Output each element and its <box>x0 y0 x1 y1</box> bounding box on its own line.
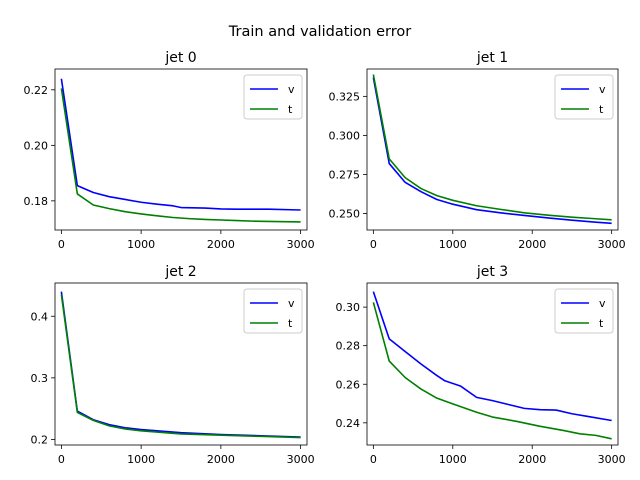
axes-frame <box>366 282 619 446</box>
y-tick-label: 0.4 <box>31 310 49 323</box>
legend: vt <box>554 74 614 120</box>
x-tick-label: 0 <box>58 453 65 466</box>
subplot-3: jet 3 0 1000 2000 3000 0.24 0.26 0.28 0.30 vt <box>336 264 626 466</box>
series-line-t <box>60 88 301 223</box>
y-tick-label: 0.3 <box>31 372 49 385</box>
subplot-title: jet 1 <box>476 50 508 66</box>
x-tick-label: 0 <box>370 453 377 466</box>
legend-label-t: t <box>599 317 604 330</box>
legend-box <box>243 74 303 120</box>
y-tick-label: 0.28 <box>336 340 361 353</box>
series-line-t <box>60 294 301 439</box>
y-tick-label: 0.24 <box>336 417 361 430</box>
x-tick-label: 1000 <box>439 453 467 466</box>
subplot-title: jet 2 <box>164 264 196 280</box>
x-tick-label: 3000 <box>287 238 315 251</box>
y-tick-label: 0.325 <box>329 90 361 103</box>
y-tick-label: 0.275 <box>329 169 361 182</box>
series-line-t <box>372 74 612 221</box>
legend-box <box>554 288 614 334</box>
y-tick-label: 0.20 <box>24 139 49 152</box>
y-tick-label: 0.26 <box>336 378 361 391</box>
series-line-v <box>372 77 612 225</box>
axes-frame <box>54 282 308 446</box>
legend-box <box>243 288 303 334</box>
x-tick-label: 2000 <box>207 238 235 251</box>
legend-label-v: v <box>288 297 295 310</box>
x-tick-label: 0 <box>370 238 377 251</box>
legend-label-t: t <box>288 103 293 116</box>
subplot-1: jet 1 0 1000 2000 3000 0.250 0.275 0.300 0.325 vt <box>329 50 626 251</box>
x-tick-label: 0 <box>58 238 65 251</box>
series-line-t <box>372 302 612 440</box>
x-tick-label: 2000 <box>207 453 235 466</box>
x-tick-label: 3000 <box>598 238 626 251</box>
legend: vt <box>243 74 303 120</box>
x-tick-label: 1000 <box>127 238 155 251</box>
axes-frame <box>54 68 308 231</box>
legend-label-t: t <box>599 103 604 116</box>
legend-label-t: t <box>288 317 293 330</box>
y-tick-label: 0.18 <box>24 195 49 208</box>
y-tick-label: 0.300 <box>329 129 361 142</box>
legend-label-v: v <box>599 83 606 96</box>
figure-suptitle: Train and validation error <box>228 24 411 40</box>
subplot-title: jet 0 <box>164 50 196 66</box>
x-tick-label: 2000 <box>518 238 546 251</box>
y-tick-label: 0.250 <box>329 208 361 221</box>
legend: vt <box>554 288 614 334</box>
legend: vt <box>243 288 303 334</box>
series-line-v <box>372 291 612 422</box>
legend-box <box>554 74 614 120</box>
x-tick-label: 1000 <box>127 453 155 466</box>
x-tick-label: 2000 <box>518 453 546 466</box>
x-tick-label: 3000 <box>598 453 626 466</box>
x-tick-label: 1000 <box>439 238 467 251</box>
x-tick-label: 3000 <box>287 453 315 466</box>
subplot-2: jet 2 0 1000 2000 3000 0.2 0.3 0.4 vt <box>31 264 315 466</box>
y-tick-label: 0.2 <box>31 433 49 446</box>
legend-label-v: v <box>288 83 295 96</box>
y-tick-label: 0.30 <box>336 301 361 314</box>
y-tick-label: 0.22 <box>24 84 49 97</box>
series-line-v <box>60 78 301 211</box>
subplot-0: jet 0 0 1000 2000 3000 0.18 0.20 0.22 vt <box>24 50 315 251</box>
subplot-title: jet 3 <box>476 264 508 280</box>
legend-label-v: v <box>599 297 606 310</box>
axes-frame <box>366 68 619 231</box>
